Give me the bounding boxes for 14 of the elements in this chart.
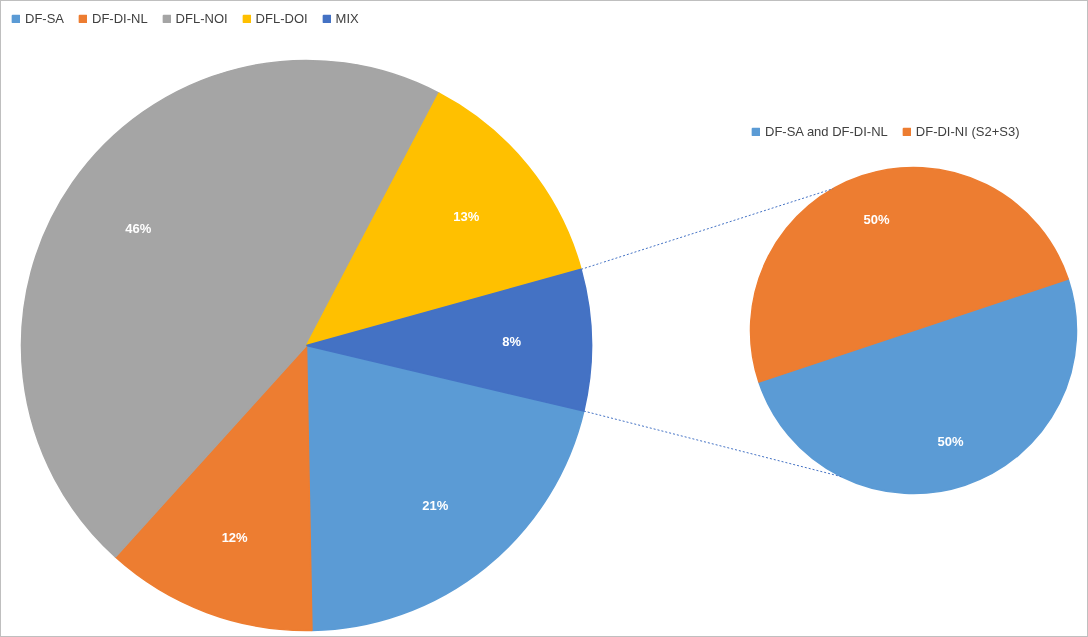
legend-label: DF-DI-NL [92,11,148,26]
data-label: 50% [863,211,890,227]
legend-label: DFL-DOI [255,11,308,26]
data-label: 8% [502,334,522,350]
data-label: 46% [125,220,152,236]
data-label: 50% [937,434,964,450]
legend-label: DF-DI-NI (S2+S3) [915,124,1020,139]
data-label: 13% [453,209,480,225]
legend-label: DF-SA and DF-DI-NL [765,124,888,139]
data-label: 21% [422,497,449,513]
legend-label: DF-SA [25,11,64,26]
legend-label: MIX [335,11,359,26]
data-label: 12% [221,530,249,546]
legend-label: DFL-NOI [175,11,228,26]
